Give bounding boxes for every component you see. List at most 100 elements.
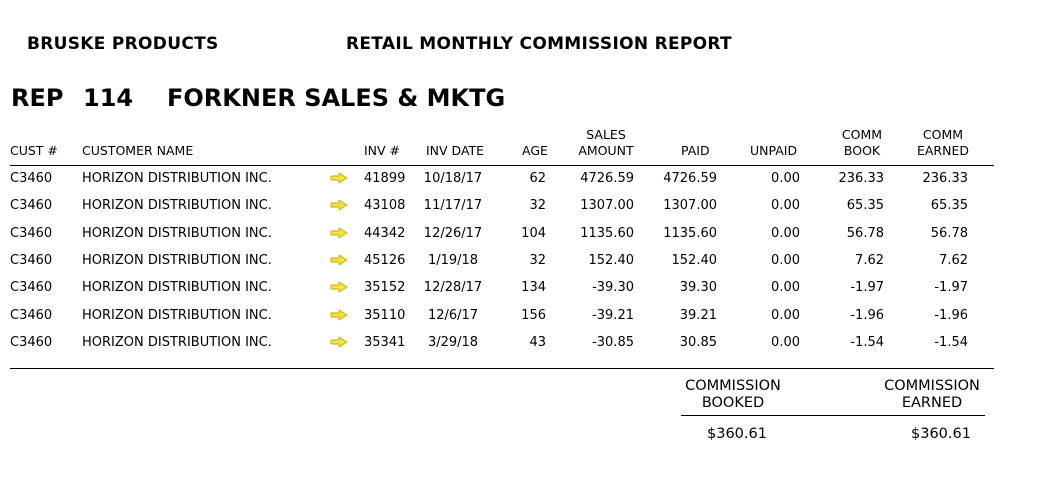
cell-inv: 44342 bbox=[364, 225, 406, 241]
col-header-comm-book: COMM BOOK bbox=[832, 127, 892, 159]
cell-paid: 1135.60 bbox=[663, 225, 717, 241]
commission-booked-value: $360.61 bbox=[707, 426, 767, 442]
cell-unpaid: 0.00 bbox=[771, 252, 800, 268]
col-header-sales-amount: SALES AMOUNT bbox=[570, 127, 642, 159]
cell-cust: C3460 bbox=[10, 171, 53, 186]
cell-cust: C3460 bbox=[10, 334, 53, 350]
col-header-paid: PAID bbox=[681, 143, 710, 158]
cell-inv-date: 11/17/17 bbox=[423, 198, 483, 214]
cell-comm-earned: 65.35 bbox=[930, 198, 968, 214]
arrow-right-icon[interactable] bbox=[330, 336, 348, 348]
cell-age: 104 bbox=[521, 225, 546, 241]
cell-inv-date: 1/19/18 bbox=[427, 252, 479, 268]
cell-customer-name: HORIZON DISTRIBUTION INC. bbox=[82, 171, 272, 186]
col-header-comm-book-line2: BOOK bbox=[843, 143, 881, 158]
col-header-cust: CUST # bbox=[10, 143, 58, 158]
cell-comm-book: 65.35 bbox=[846, 198, 884, 214]
table-row: C3460 HORIZON DISTRIBUTION INC. 45126 1/19/… bbox=[0, 253, 1000, 280]
cell-age: 43 bbox=[529, 334, 546, 350]
table-row: C3460 HORIZON DISTRIBUTION INC. 44342 12/26… bbox=[0, 226, 1000, 253]
cell-age: 32 bbox=[529, 252, 546, 268]
cell-comm-book: 236.33 bbox=[838, 171, 885, 186]
cell-customer-name: HORIZON DISTRIBUTION INC. bbox=[82, 252, 272, 268]
table-row: C3460 HORIZON DISTRIBUTION INC. 35110 12/6/… bbox=[0, 308, 1000, 335]
cell-sales-amount: -39.21 bbox=[592, 307, 634, 323]
cell-comm-earned: 7.62 bbox=[939, 252, 968, 268]
cell-sales-amount: 4726.59 bbox=[580, 171, 634, 186]
arrow-right-icon[interactable] bbox=[330, 309, 348, 321]
cell-cust: C3460 bbox=[10, 252, 53, 268]
cell-unpaid: 0.00 bbox=[771, 198, 800, 214]
cell-unpaid: 0.00 bbox=[771, 334, 800, 350]
cell-inv: 43108 bbox=[364, 198, 406, 214]
cell-sales-amount: 1307.00 bbox=[580, 198, 634, 214]
cell-inv-date: 12/26/17 bbox=[423, 225, 483, 241]
rep-number: 114 bbox=[83, 84, 134, 112]
cell-comm-book: 7.62 bbox=[855, 252, 884, 268]
table-bottom-divider bbox=[10, 368, 994, 369]
report-title: RETAIL MONTHLY COMMISSION REPORT bbox=[346, 34, 732, 54]
col-header-sales-line2: AMOUNT bbox=[578, 143, 634, 158]
cell-comm-earned: -1.96 bbox=[934, 307, 968, 323]
cell-unpaid: 0.00 bbox=[771, 307, 800, 323]
cell-customer-name: HORIZON DISTRIBUTION INC. bbox=[82, 280, 272, 296]
cell-comm-earned: 236.33 bbox=[922, 171, 969, 186]
cell-comm-earned: 56.78 bbox=[930, 225, 968, 241]
col-header-age: AGE bbox=[522, 143, 548, 158]
cell-cust: C3460 bbox=[10, 280, 53, 296]
cell-age: 62 bbox=[529, 171, 546, 186]
cell-sales-amount: -30.85 bbox=[592, 334, 634, 350]
commission-earned-label: COMMISSION EARNED bbox=[880, 378, 984, 412]
table-row: C3460 HORIZON DISTRIBUTION INC. 41899 10/18… bbox=[0, 171, 1000, 198]
header-divider bbox=[10, 165, 994, 166]
cell-inv-date: 3/29/18 bbox=[427, 334, 479, 350]
company-name: BRUSKE PRODUCTS bbox=[27, 34, 219, 54]
col-header-comm-earned: COMM EARNED bbox=[910, 127, 976, 159]
cell-sales-amount: 152.40 bbox=[588, 252, 635, 268]
commission-earned-value: $360.61 bbox=[911, 426, 971, 442]
commission-booked-label-line2: BOOKED bbox=[701, 395, 765, 411]
cell-cust: C3460 bbox=[10, 307, 53, 323]
cell-sales-amount: -39.30 bbox=[592, 280, 634, 296]
cell-comm-earned: -1.97 bbox=[934, 280, 968, 296]
cell-comm-book: -1.97 bbox=[850, 280, 884, 296]
cell-paid: 30.85 bbox=[679, 334, 717, 350]
arrow-right-icon[interactable] bbox=[330, 172, 348, 184]
arrow-right-icon[interactable] bbox=[330, 281, 348, 293]
rep-label: REP bbox=[11, 84, 64, 112]
col-header-customer-name: CUSTOMER NAME bbox=[82, 143, 194, 158]
cell-paid: 39.21 bbox=[679, 307, 717, 323]
commission-earned-label-line2: EARNED bbox=[901, 395, 963, 411]
cell-comm-book: -1.96 bbox=[850, 307, 884, 323]
rep-name: FORKNER SALES & MKTG bbox=[167, 84, 506, 112]
cell-customer-name: HORIZON DISTRIBUTION INC. bbox=[82, 198, 272, 214]
cell-inv: 35152 bbox=[364, 280, 406, 296]
cell-sales-amount: 1135.60 bbox=[580, 225, 634, 241]
commission-booked-label-line1: COMMISSION bbox=[685, 378, 781, 394]
cell-age: 156 bbox=[521, 307, 546, 323]
col-header-comm-earned-line2: EARNED bbox=[916, 143, 969, 158]
col-header-sales-line1: SALES bbox=[586, 127, 626, 142]
cell-age: 32 bbox=[529, 198, 546, 214]
commission-booked-label: COMMISSION BOOKED bbox=[681, 378, 785, 412]
cell-comm-earned: -1.54 bbox=[934, 334, 968, 350]
arrow-right-icon[interactable] bbox=[330, 199, 348, 211]
cell-cust: C3460 bbox=[10, 198, 53, 214]
cell-inv: 35341 bbox=[364, 334, 406, 350]
cell-inv: 35110 bbox=[364, 307, 406, 323]
col-header-comm-book-line1: COMM bbox=[841, 127, 883, 142]
cell-comm-book: -1.54 bbox=[850, 334, 884, 350]
col-header-comm-earned-line1: COMM bbox=[922, 127, 964, 142]
cell-unpaid: 0.00 bbox=[771, 280, 800, 296]
cell-customer-name: HORIZON DISTRIBUTION INC. bbox=[82, 307, 272, 323]
cell-paid: 1307.00 bbox=[663, 198, 717, 214]
cell-inv-date: 12/28/17 bbox=[423, 280, 483, 296]
col-header-unpaid: UNPAID bbox=[750, 143, 798, 158]
cell-customer-name: HORIZON DISTRIBUTION INC. bbox=[82, 225, 272, 241]
arrow-right-icon[interactable] bbox=[330, 254, 348, 266]
table-row: C3460 HORIZON DISTRIBUTION INC. 35152 12/28… bbox=[0, 280, 1000, 307]
cell-age: 134 bbox=[521, 280, 546, 296]
cell-unpaid: 0.00 bbox=[771, 225, 800, 241]
arrow-right-icon[interactable] bbox=[330, 227, 348, 239]
cell-inv: 41899 bbox=[364, 171, 406, 186]
